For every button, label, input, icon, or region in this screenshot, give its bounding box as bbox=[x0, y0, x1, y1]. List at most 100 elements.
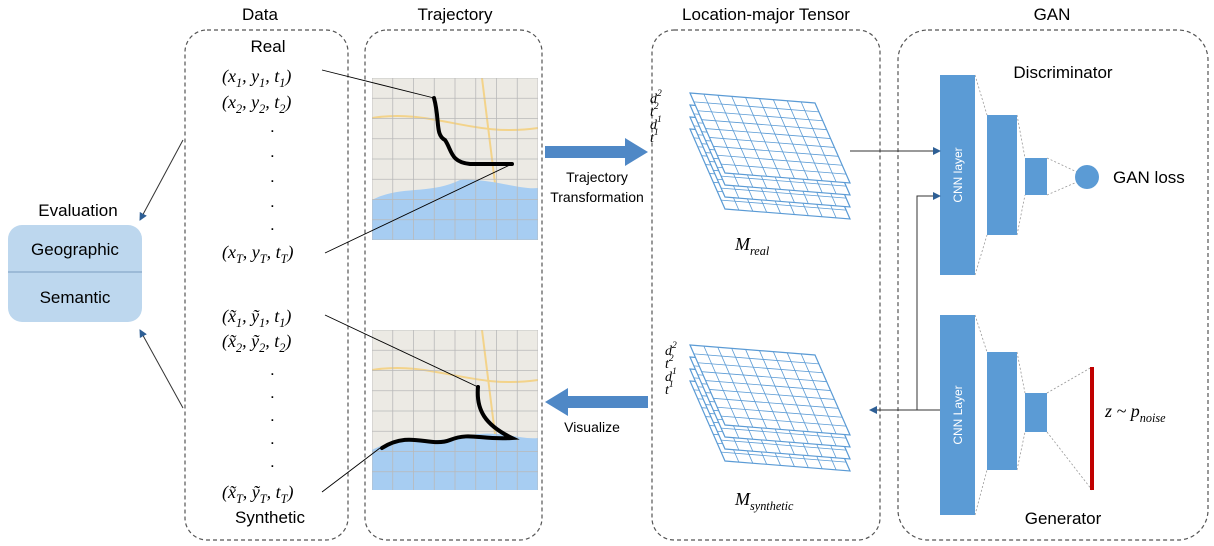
math-part: ) bbox=[284, 331, 291, 352]
math-label: d2 bbox=[665, 341, 677, 359]
tensor-grid bbox=[709, 137, 835, 148]
math-part: z ~ p bbox=[1104, 401, 1140, 421]
math-part: ) bbox=[284, 66, 291, 87]
subscript: 2 bbox=[259, 341, 265, 355]
tensor-box bbox=[651, 29, 881, 541]
subscript: 1 bbox=[657, 115, 662, 125]
subscript: T bbox=[260, 492, 268, 506]
math-part: , t bbox=[267, 482, 282, 502]
math-part: M bbox=[734, 489, 751, 509]
subscript: 2 bbox=[236, 341, 242, 355]
tensor-grid bbox=[721, 427, 847, 439]
tensor-grid bbox=[717, 347, 754, 428]
math-part: (x bbox=[222, 66, 236, 87]
tensor-grid bbox=[800, 101, 837, 183]
trajectory-box bbox=[364, 29, 543, 541]
tensor-grid bbox=[701, 371, 827, 383]
math-label: d2 bbox=[650, 89, 662, 107]
tensor-grid bbox=[705, 380, 831, 391]
arrow-label: Visualize bbox=[564, 419, 620, 435]
tensor-grid bbox=[697, 110, 823, 122]
tensor-grid bbox=[721, 175, 847, 187]
noise-bar bbox=[1090, 367, 1094, 490]
tensor-grid bbox=[717, 154, 843, 166]
dot: . bbox=[270, 215, 275, 234]
math-label: (x̃T, ỹT, tT) bbox=[222, 482, 293, 506]
subscript: 2 bbox=[259, 102, 265, 116]
trajectory bbox=[432, 96, 514, 166]
math-label: Msynthetic bbox=[734, 489, 794, 513]
math-part: (x bbox=[222, 242, 236, 263]
math-part: ) bbox=[286, 482, 293, 503]
tensor-grid bbox=[800, 353, 837, 435]
tensor-grid bbox=[786, 352, 823, 433]
tensor-grid bbox=[709, 389, 835, 400]
math-part: , y bbox=[242, 66, 259, 86]
tensor-grid bbox=[759, 350, 795, 431]
math-part: , y bbox=[242, 92, 259, 112]
layer bbox=[987, 352, 1017, 470]
subscript: 1 bbox=[672, 367, 677, 377]
cnn-layer bbox=[940, 75, 975, 275]
layer bbox=[1025, 393, 1047, 432]
math-part: , ỹ bbox=[242, 331, 260, 351]
math-part: (x̃ bbox=[222, 331, 237, 352]
gan-box bbox=[897, 29, 1209, 541]
tensor-grid bbox=[705, 128, 831, 139]
math-part: M bbox=[734, 234, 751, 254]
subscript: noise bbox=[1140, 411, 1166, 425]
tensor-grid bbox=[703, 345, 740, 427]
subscript: 1 bbox=[259, 316, 265, 330]
tensor-grid bbox=[786, 100, 823, 181]
block-arrow bbox=[545, 388, 648, 416]
layer bbox=[987, 115, 1017, 235]
math-part: d bbox=[665, 370, 673, 385]
tensor-grid bbox=[721, 415, 847, 427]
math-label: z ~ pnoise bbox=[1104, 401, 1166, 425]
tensor-grid bbox=[701, 119, 827, 131]
subscript: T bbox=[236, 492, 244, 506]
link-line bbox=[321, 314, 479, 493]
dot: . bbox=[270, 452, 275, 471]
math-label: t2 bbox=[650, 102, 659, 120]
block-arrow bbox=[545, 138, 648, 166]
real-label: Real bbox=[251, 37, 286, 56]
column-title: Trajectory bbox=[418, 5, 493, 24]
subscript: 1 bbox=[236, 76, 242, 90]
tensor-grid bbox=[721, 439, 847, 451]
arrow bbox=[139, 329, 184, 409]
loss-label: GAN loss bbox=[1113, 168, 1185, 187]
tensor-grid bbox=[772, 351, 809, 432]
synthetic-label: Synthetic bbox=[235, 508, 305, 527]
subscript: T bbox=[260, 252, 268, 266]
math-part: , t bbox=[265, 92, 280, 112]
tensors bbox=[689, 92, 851, 472]
subscript: T bbox=[281, 252, 289, 266]
tensor-grid bbox=[693, 353, 819, 365]
connectors bbox=[974, 74, 1093, 516]
math-part: t bbox=[650, 105, 655, 120]
math-label: (x̃2, ỹ2, t2) bbox=[222, 331, 291, 355]
layer bbox=[1025, 158, 1047, 195]
subscript: T bbox=[281, 492, 289, 506]
subscript: real bbox=[750, 244, 770, 258]
column-title: Data bbox=[242, 5, 278, 24]
tensor-grid bbox=[721, 451, 847, 463]
subscript: 2 bbox=[654, 102, 659, 112]
subscript: 2 bbox=[669, 354, 674, 364]
math-part: , t bbox=[265, 306, 280, 326]
subscript: 1 bbox=[259, 76, 265, 90]
evaluation-title: Evaluation bbox=[38, 201, 117, 220]
tensor-grid bbox=[713, 145, 839, 157]
tensor-grid bbox=[693, 101, 819, 113]
dot: . bbox=[270, 117, 275, 136]
math-part: (x bbox=[222, 92, 236, 113]
data-box bbox=[184, 29, 349, 541]
math-label: (xT, yT, tT) bbox=[222, 242, 293, 266]
evaluation-item: Geographic bbox=[31, 240, 119, 259]
math-part: d bbox=[650, 118, 658, 133]
math-label: Mreal bbox=[734, 234, 770, 258]
map bbox=[372, 78, 538, 240]
dot: . bbox=[270, 142, 275, 161]
dot: . bbox=[270, 167, 275, 186]
